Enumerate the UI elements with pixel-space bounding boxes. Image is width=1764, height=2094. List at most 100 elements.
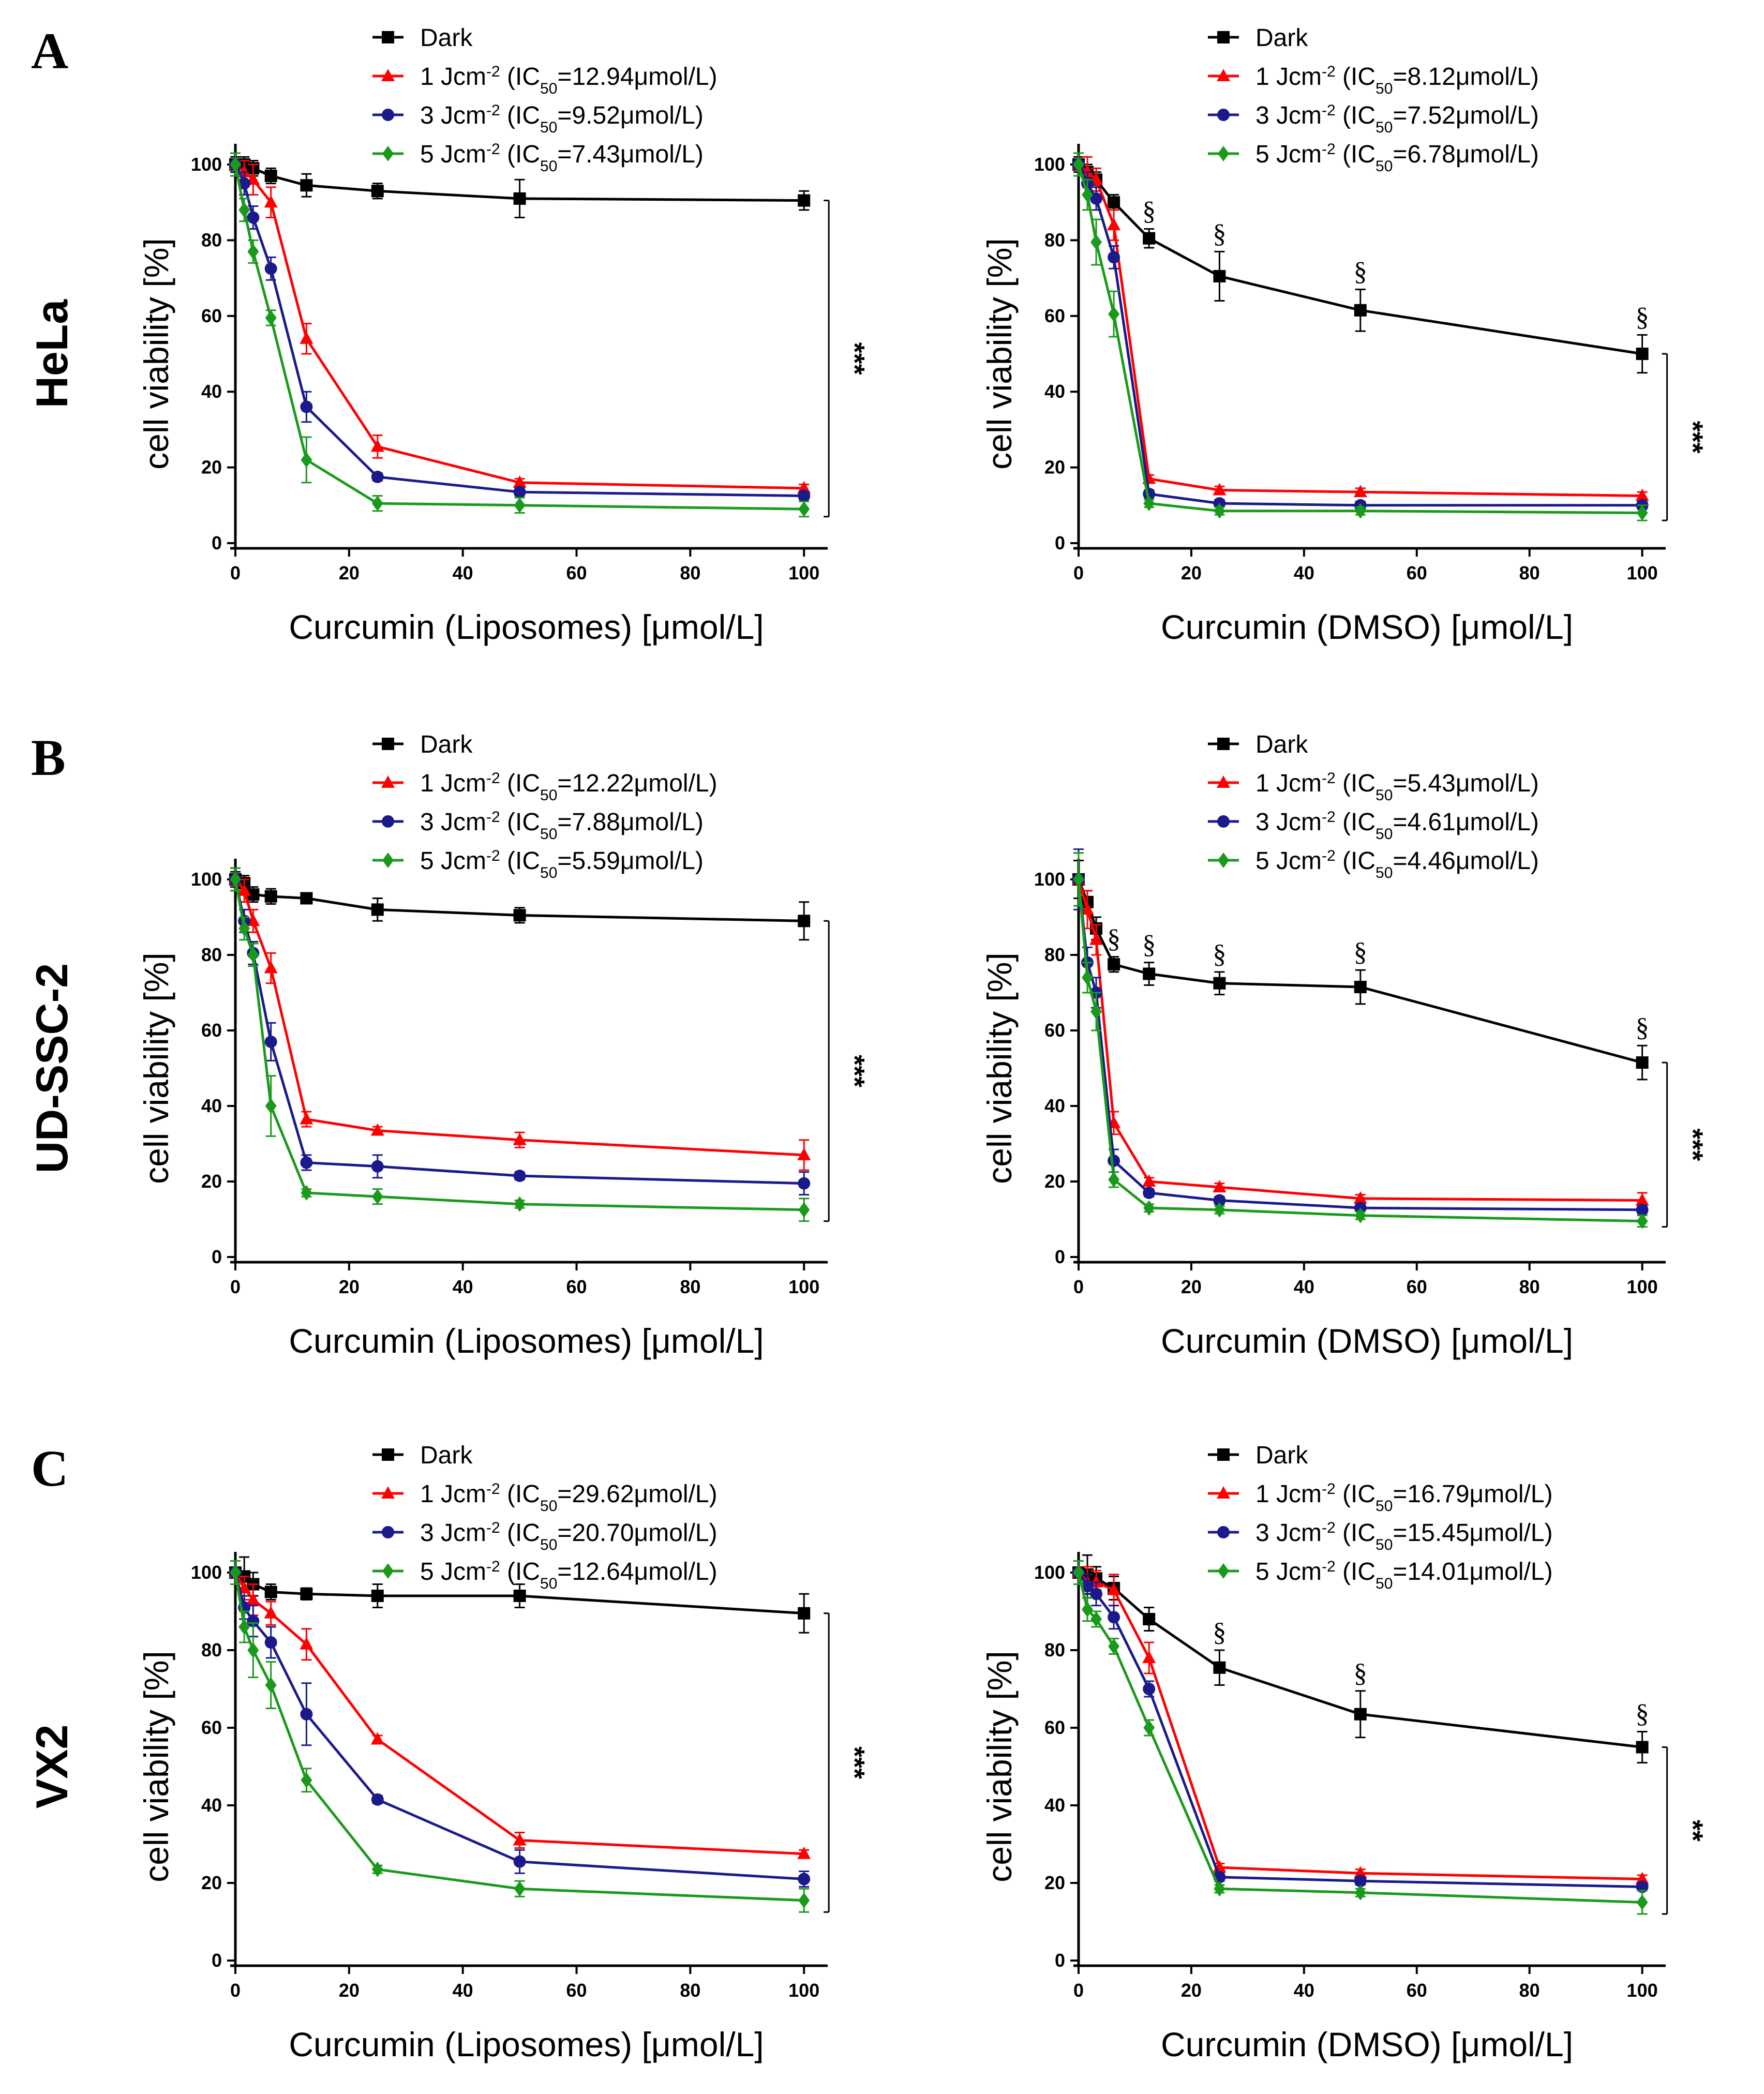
section-mark: § <box>1636 1013 1649 1042</box>
x-tick-label: 60 <box>1407 1276 1427 1297</box>
data-point <box>1107 218 1121 231</box>
data-point <box>1214 503 1225 519</box>
data-point <box>513 909 526 922</box>
data-point <box>1636 1056 1649 1069</box>
chart-panel-3: 0 20 40 60 80 100 0 20 40 60 80 100 cell viability [… <box>980 731 1709 1360</box>
data-point <box>371 185 384 198</box>
legend-text-part: -2 <box>486 847 500 864</box>
legend-text-part: =12.22μmol/L) <box>557 770 717 797</box>
legend-entry: 3 Jcm-2 (IC50=15.45μmol/L) <box>1255 1519 1553 1553</box>
data-point <box>300 1588 313 1601</box>
data-point <box>1353 1866 1367 1879</box>
x-axis-label: Curcumin (Liposomes) [μmol/L] <box>289 1322 764 1360</box>
legend-marker <box>1217 1486 1230 1499</box>
x-tick-label: 100 <box>788 1980 819 2001</box>
x-tick-label: 40 <box>453 1980 473 2001</box>
panel-letter: C <box>31 1440 68 1497</box>
data-point <box>265 1677 277 1693</box>
y-tick-label: 0 <box>212 1950 222 1971</box>
y-tick-label: 60 <box>1044 305 1065 326</box>
data-point <box>230 157 241 172</box>
legend-text-part: 50 <box>1376 1498 1393 1515</box>
data-point <box>1081 902 1095 915</box>
significance-label: *** <box>839 1746 870 1779</box>
legend-text-part: 50 <box>540 1536 557 1553</box>
section-mark: § <box>1354 257 1367 287</box>
data-point <box>247 1614 260 1627</box>
data-point <box>371 470 384 483</box>
data-point <box>513 192 526 205</box>
data-point <box>301 1185 312 1201</box>
data-point <box>514 1881 526 1897</box>
legend-entry: 1 Jcm-2 (IC50=12.22μmol/L) <box>420 770 717 804</box>
data-point <box>246 1592 260 1605</box>
data-point <box>264 1636 277 1649</box>
data-point <box>301 1772 312 1788</box>
legend-entry: 1 Jcm-2 (IC50=16.79μmol/L) <box>1255 1480 1553 1515</box>
legend-text-part: 50 <box>1376 80 1393 97</box>
y-tick-label: 0 <box>212 532 222 554</box>
legend-entry: 3 Jcm-2 (IC50=9.52μmol/L) <box>420 102 704 136</box>
data-point <box>371 1590 384 1602</box>
x-axis-label: Curcumin (DMSO) [μmol/L] <box>1161 1322 1573 1360</box>
y-tick-label: 20 <box>1044 1872 1065 1893</box>
section-mark: § <box>1142 196 1156 226</box>
x-axis-label: Curcumin (Liposomes) [μmol/L] <box>289 608 764 646</box>
data-point <box>1143 232 1156 245</box>
legend-text-part: (IC <box>1336 770 1376 797</box>
legend-text-part: 3 Jcm <box>1255 809 1322 836</box>
legend-text-part: (IC <box>500 141 540 168</box>
legend-text-part: =4.61μmol/L) <box>1393 809 1538 836</box>
significance-label: ** <box>1678 1820 1709 1842</box>
data-point <box>264 1606 278 1619</box>
legend-text-part: 50 <box>540 158 557 175</box>
y-tick-label: 100 <box>191 154 222 175</box>
y-tick-label: 40 <box>201 1794 222 1816</box>
data-point <box>798 501 810 517</box>
x-tick-label: 20 <box>1181 1980 1202 2001</box>
legend-marker <box>382 1526 394 1538</box>
y-tick-label: 20 <box>201 457 222 478</box>
x-tick-label: 100 <box>1627 1276 1658 1297</box>
data-point <box>1635 1872 1649 1884</box>
legend-text-part: 50 <box>540 826 557 843</box>
legend-text-part: (IC <box>500 63 540 91</box>
legend-entry: 5 Jcm-2 (IC50=14.01μmol/L) <box>1255 1558 1553 1592</box>
x-tick-label: 20 <box>1181 562 1202 584</box>
x-tick-label: 100 <box>788 562 819 584</box>
section-mark: § <box>1213 1618 1226 1647</box>
legend-text-part: 50 <box>540 864 557 881</box>
legend-text-part: (IC <box>1336 809 1376 836</box>
data-point <box>798 1892 810 1908</box>
legend-text-part: =4.46μmol/L) <box>1393 847 1538 875</box>
significance-label: *** <box>839 342 870 375</box>
data-point <box>1073 157 1084 172</box>
x-tick-label: 20 <box>339 562 360 584</box>
legend-text-part: -2 <box>486 102 500 119</box>
x-tick-label: 40 <box>1294 562 1314 584</box>
section-mark: § <box>1107 924 1120 954</box>
legend-entry: 1 Jcm-2 (IC50=29.62μmol/L) <box>420 1480 717 1515</box>
data-point <box>300 331 313 344</box>
y-tick-label: 80 <box>201 1639 222 1661</box>
data-point <box>1354 503 1366 519</box>
legend-text-part: =12.64μmol/L) <box>557 1558 717 1586</box>
y-tick-label: 40 <box>1044 1794 1065 1816</box>
legend-text-part: (IC <box>500 1558 540 1586</box>
legend-marker <box>382 31 394 43</box>
data-point <box>264 890 277 903</box>
legend-text-part: =7.52μmol/L) <box>1393 102 1538 129</box>
panel-letter: A <box>31 22 68 80</box>
data-point <box>370 439 384 452</box>
legend-text-part: 1 Jcm <box>420 63 486 91</box>
data-point <box>264 1035 277 1048</box>
data-point <box>798 915 811 928</box>
y-tick-label: 80 <box>1044 944 1065 965</box>
data-point <box>1143 1200 1155 1216</box>
x-tick-label: 100 <box>1627 562 1658 584</box>
data-point <box>1090 192 1103 205</box>
data-point <box>265 310 277 326</box>
data-point <box>1354 1884 1366 1901</box>
legend-text-part: 50 <box>1376 158 1393 175</box>
